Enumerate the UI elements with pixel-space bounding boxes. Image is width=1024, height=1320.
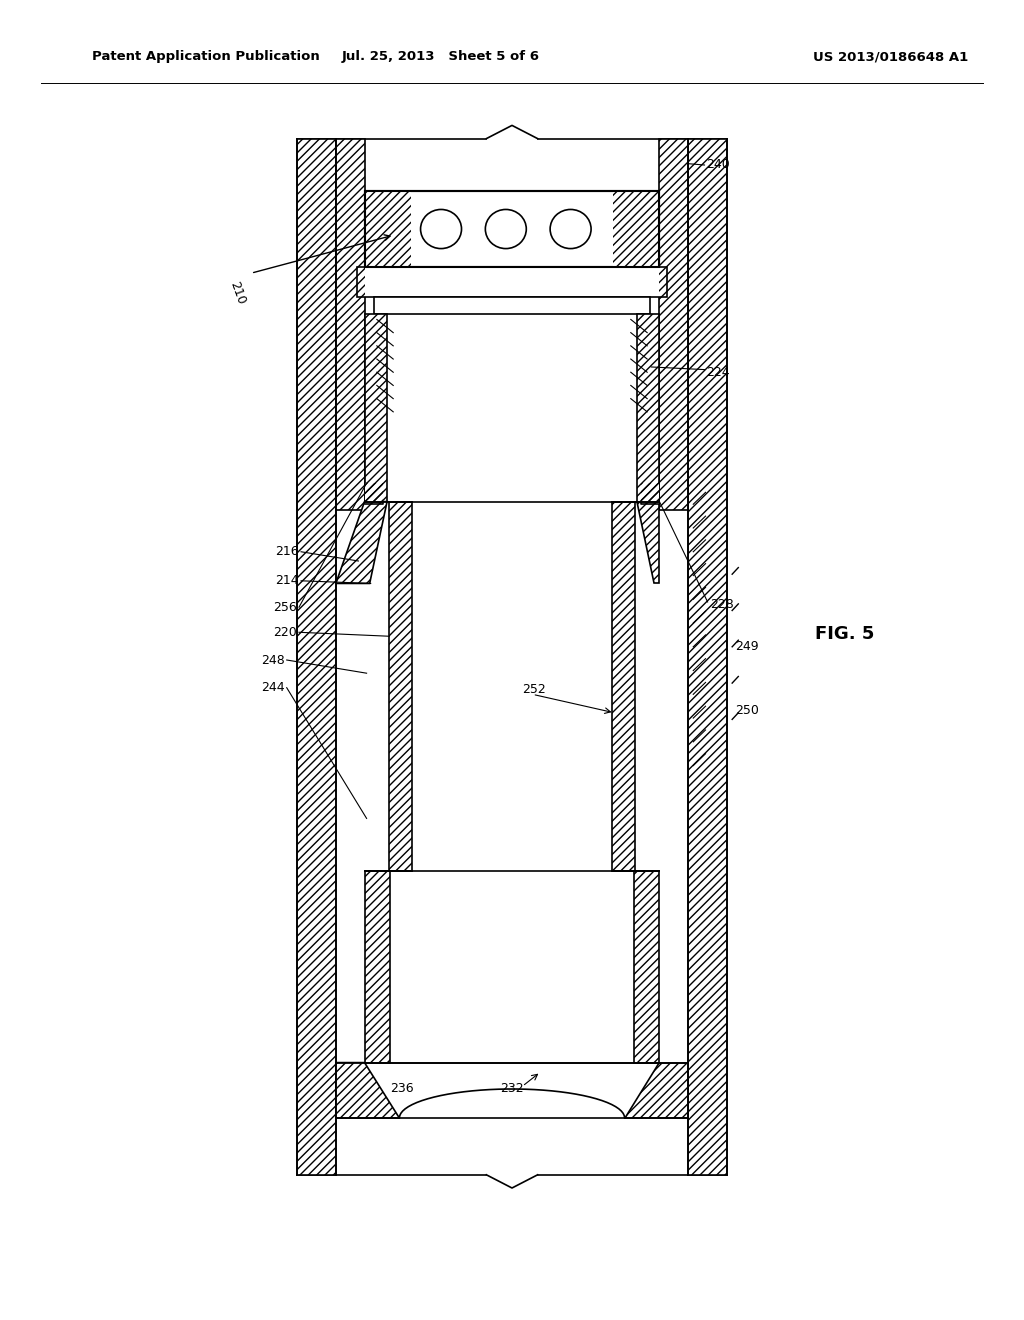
Bar xyxy=(641,483,659,504)
Bar xyxy=(365,191,659,267)
Text: 249: 249 xyxy=(735,640,759,653)
Bar xyxy=(365,871,390,1063)
Bar xyxy=(688,139,727,1175)
Bar xyxy=(634,871,659,1063)
Bar xyxy=(365,191,411,267)
Bar xyxy=(659,139,688,510)
Bar xyxy=(374,297,650,314)
Bar xyxy=(297,139,336,1175)
Bar xyxy=(365,483,383,504)
Bar xyxy=(612,502,635,871)
Bar xyxy=(336,139,365,510)
Text: US 2013/0186648 A1: US 2013/0186648 A1 xyxy=(813,50,969,63)
Text: 214: 214 xyxy=(275,574,299,587)
Text: 228: 228 xyxy=(710,598,733,611)
Ellipse shape xyxy=(550,210,591,248)
Polygon shape xyxy=(336,1063,399,1118)
Text: 224: 224 xyxy=(707,366,730,379)
Bar xyxy=(389,502,412,871)
Polygon shape xyxy=(336,502,387,583)
Ellipse shape xyxy=(485,210,526,248)
Ellipse shape xyxy=(421,210,462,248)
Text: 236: 236 xyxy=(390,1082,415,1096)
Bar xyxy=(365,871,390,1063)
Text: 232: 232 xyxy=(500,1082,524,1096)
Bar xyxy=(297,139,336,1175)
Text: 244: 244 xyxy=(261,681,285,694)
Bar xyxy=(612,502,635,871)
Bar xyxy=(613,191,659,267)
Bar xyxy=(637,314,659,502)
Bar xyxy=(357,267,667,297)
Text: 256: 256 xyxy=(273,601,297,614)
Text: 210: 210 xyxy=(227,280,248,306)
Text: 216: 216 xyxy=(275,545,299,558)
Bar xyxy=(637,314,659,502)
Bar xyxy=(365,314,387,502)
Text: 220: 220 xyxy=(273,626,297,639)
Text: 248: 248 xyxy=(261,653,285,667)
Bar xyxy=(365,483,383,504)
Text: Patent Application Publication: Patent Application Publication xyxy=(92,50,319,63)
Text: 250: 250 xyxy=(735,704,759,717)
Text: 252: 252 xyxy=(522,682,546,696)
Bar xyxy=(336,139,365,510)
Bar xyxy=(641,483,659,504)
Bar xyxy=(634,871,659,1063)
Polygon shape xyxy=(637,502,659,583)
Bar xyxy=(365,191,411,267)
Bar xyxy=(389,502,412,871)
Bar xyxy=(659,139,688,510)
Bar xyxy=(613,191,659,267)
Bar xyxy=(365,191,659,267)
Text: FIG. 5: FIG. 5 xyxy=(815,624,874,643)
Polygon shape xyxy=(625,1063,688,1118)
Bar xyxy=(365,314,387,502)
Bar xyxy=(688,139,727,1175)
Text: Jul. 25, 2013   Sheet 5 of 6: Jul. 25, 2013 Sheet 5 of 6 xyxy=(341,50,540,63)
Text: 240: 240 xyxy=(707,158,730,172)
